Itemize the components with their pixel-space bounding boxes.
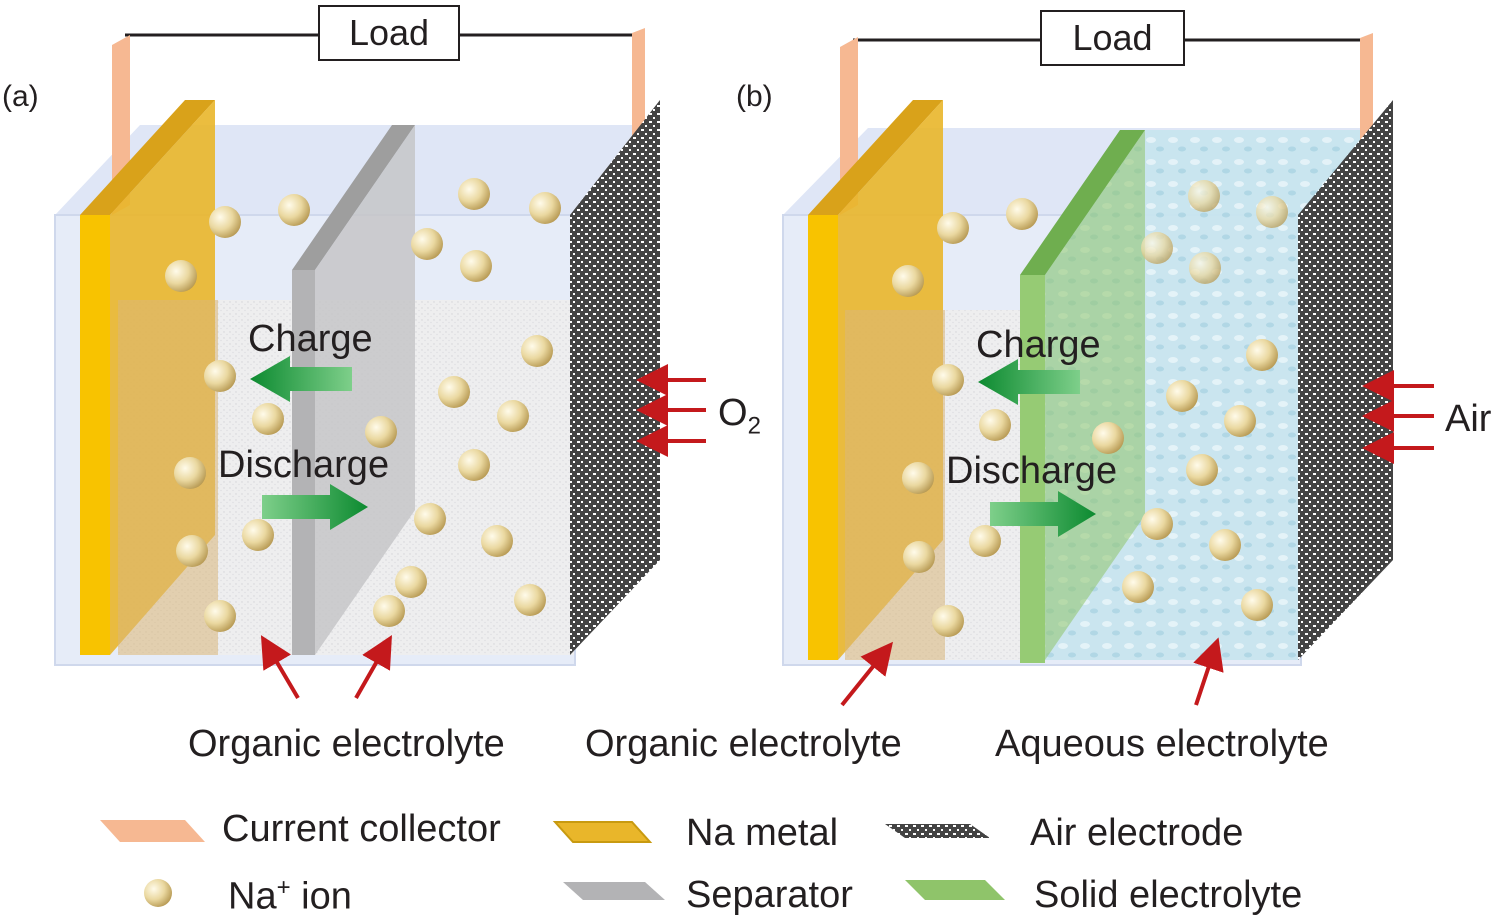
na-ion [438, 376, 470, 408]
na-ion [1224, 405, 1256, 437]
solid-electrolyte-front [1020, 275, 1045, 663]
na-ion [204, 600, 236, 632]
legend-separator-label: Separator [686, 874, 853, 916]
na-ion [278, 194, 310, 226]
na-ion [902, 462, 934, 494]
panel-a-tag: (a) [2, 80, 39, 113]
na-ion [514, 584, 546, 616]
legend-solid-electrolyte-swatch [905, 880, 1005, 900]
na-ion [1006, 198, 1038, 230]
charge-label-b: Charge [976, 324, 1101, 366]
na-ion [373, 595, 405, 627]
load-box-a: Load [318, 5, 460, 61]
na-ion [521, 335, 553, 367]
na-ion [204, 360, 236, 392]
legend-na-metal-label: Na metal [686, 812, 839, 854]
solid-electrolyte-top [1020, 130, 1145, 275]
na-ion [1241, 589, 1273, 621]
legend-current-collector-label: Current collector [222, 808, 501, 850]
pointer-arrow-icon [260, 635, 392, 700]
na-ion [497, 400, 529, 432]
separator-top [292, 125, 415, 270]
legend-air-electrode-swatch [885, 824, 990, 838]
load-label: Load [348, 12, 430, 53]
na-ion [1141, 508, 1173, 540]
na-ion [176, 535, 208, 567]
na-metal-top [80, 100, 215, 215]
na-ion [1092, 422, 1124, 454]
na-ion [242, 519, 274, 551]
air-electrode [570, 100, 660, 655]
legend-separator-swatch [563, 882, 665, 900]
legend-air-electrode-label: Air electrode [1030, 812, 1244, 854]
na-ion [174, 457, 206, 489]
air-electrode [1298, 100, 1393, 660]
na-ion [165, 260, 197, 292]
na-ion [458, 178, 490, 210]
na-ion [932, 364, 964, 396]
gas-label-a: O2 [718, 392, 761, 440]
organic-electrolyte-label-a: Organic electrolyte [188, 723, 505, 765]
organic-electrolyte-label-b: Organic electrolyte [585, 723, 902, 765]
na-ion [411, 228, 443, 260]
load-label: Load [1072, 17, 1153, 58]
panel-a [54, 28, 706, 700]
legend-solid-electrolyte-label: Solid electrolyte [1034, 874, 1303, 916]
aqueous-electrolyte-label-b: Aqueous electrolyte [995, 723, 1329, 765]
panel-b-tag: (b) [736, 80, 773, 113]
gas-label-b: Air [1445, 398, 1492, 440]
na-ion [1166, 380, 1198, 412]
na-ion [481, 525, 513, 557]
charge-arrow-icon [978, 359, 1080, 405]
na-ion [395, 566, 427, 598]
separator-front [292, 270, 315, 655]
na-ion [1209, 529, 1241, 561]
na-ion [1188, 180, 1220, 212]
na-ion [365, 416, 397, 448]
na-ion [529, 192, 561, 224]
na-ion [932, 605, 964, 637]
na-metal-front [80, 215, 110, 655]
na-ion [414, 503, 446, 535]
na-ion [458, 449, 490, 481]
ions-panel-b [892, 180, 1288, 637]
na-ion [937, 212, 969, 244]
discharge-arrow-icon [262, 484, 368, 530]
load-box-b: Load [1040, 10, 1185, 66]
na-ion [209, 206, 241, 238]
na-ion [903, 541, 935, 573]
na-ion [1122, 571, 1154, 603]
legend-na-metal-swatch [552, 821, 653, 843]
charge-arrow-icon [250, 356, 352, 402]
discharge-arrow-icon [990, 491, 1096, 537]
na-ion [252, 403, 284, 435]
legend-current-collector-swatch [100, 820, 205, 842]
discharge-label-b: Discharge [946, 450, 1118, 492]
na-ion [969, 525, 1001, 557]
gas-inlet-arrow-icon [1362, 370, 1434, 464]
legend [100, 820, 1005, 907]
na-ion [1256, 196, 1288, 228]
na-ion [1141, 232, 1173, 264]
na-ion [1186, 454, 1218, 486]
legend-na-ion-label: Na+ ion [228, 874, 352, 918]
ions-panel-a [165, 178, 561, 632]
na-metal-front [808, 215, 838, 660]
na-ion [1189, 252, 1221, 284]
na-metal-top [808, 100, 943, 215]
na-ion [892, 265, 924, 297]
charge-label-a: Charge [248, 318, 373, 360]
na-ion [979, 409, 1011, 441]
na-ion [460, 250, 492, 282]
legend-na-ion-sphere [144, 879, 172, 907]
pointer-arrow-icon [840, 637, 1224, 707]
panel-b [782, 33, 1434, 707]
na-ion [1246, 339, 1278, 371]
gas-inlet-arrow-icon [636, 364, 706, 457]
discharge-label-a: Discharge [218, 444, 390, 486]
